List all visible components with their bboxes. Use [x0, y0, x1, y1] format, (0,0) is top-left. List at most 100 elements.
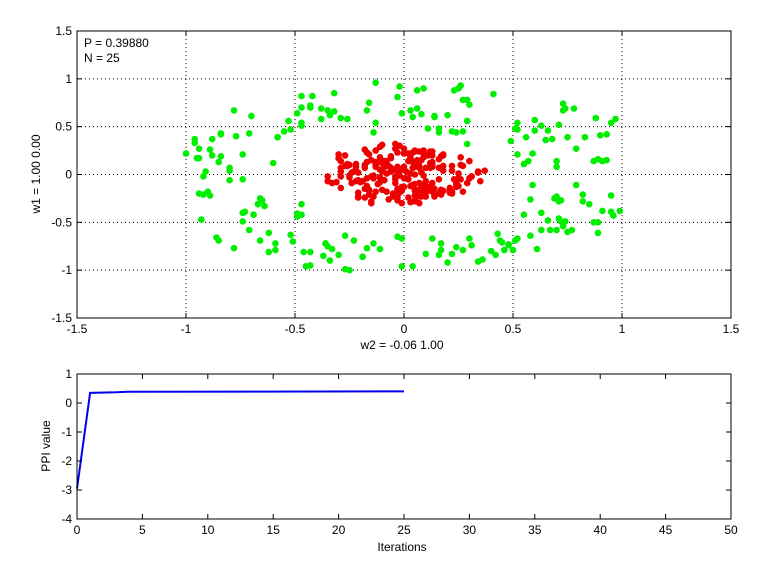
outer-ring-point: [435, 125, 443, 132]
inner-cluster-point: [477, 177, 484, 185]
scatter-xtick-label: 1: [619, 322, 626, 336]
inner-cluster-point: [383, 188, 390, 195]
inner-cluster-point: [365, 151, 373, 158]
inner-cluster-point: [405, 194, 412, 201]
line-xtick-label: 10: [201, 523, 215, 537]
outer-ring-point: [298, 200, 305, 208]
inner-cluster-point: [422, 164, 430, 172]
inner-cluster-point: [446, 189, 454, 196]
outer-ring-point: [564, 228, 571, 236]
line-ytick-label: 0: [65, 396, 72, 410]
outer-ring-point: [527, 196, 534, 203]
scatter-plot: -1.5 -1 -0.5 0 0.5 1 1.5 -1.5 -1 -0.5 0 0.5 1 1.5 P =…: [29, 24, 740, 352]
outer-ring-point: [520, 211, 528, 218]
outer-ring-point: [298, 104, 305, 111]
ppi-value-line: [76, 390, 405, 489]
outer-ring-point: [429, 235, 436, 242]
inner-cluster-point: [402, 168, 410, 175]
outer-ring-point: [610, 212, 617, 219]
inner-cluster-point: [374, 180, 382, 188]
outer-ring-point: [398, 263, 406, 270]
outer-ring-point: [520, 160, 528, 168]
inner-cluster-point: [448, 167, 456, 174]
outer-ring-point: [230, 244, 238, 252]
outer-ring-point: [206, 192, 214, 199]
outer-ring-point: [280, 128, 288, 135]
outer-ring-point: [533, 245, 541, 253]
inner-cluster-point: [448, 162, 456, 170]
inner-cluster-point: [411, 186, 419, 194]
inner-cluster-point: [394, 149, 401, 156]
outer-ring-point: [527, 232, 534, 239]
outer-ring-point: [191, 135, 198, 143]
inner-cluster-point: [420, 184, 427, 192]
inner-cluster-point: [429, 158, 436, 166]
outer-ring-point: [215, 158, 222, 166]
inner-cluster-point: [422, 177, 430, 185]
inner-cluster-point: [466, 157, 473, 165]
outer-ring-point: [463, 117, 471, 125]
inner-cluster-point: [352, 160, 360, 168]
outer-ring-point: [206, 146, 214, 153]
outer-ring-point: [564, 133, 571, 141]
inner-cluster-point: [481, 167, 489, 174]
outer-ring-point: [298, 92, 305, 100]
inner-cluster-point: [435, 176, 443, 183]
inner-cluster-point: [429, 152, 436, 159]
inner-cluster-point: [400, 183, 408, 191]
outer-ring-point: [265, 229, 273, 237]
outer-ring-point: [553, 163, 560, 171]
outer-ring-point: [335, 251, 342, 259]
outer-ring-point: [511, 125, 519, 132]
outer-ring-point: [326, 257, 334, 264]
outer-ring-point: [287, 126, 294, 133]
inner-cluster-point: [407, 154, 414, 162]
inner-cluster-point: [376, 154, 384, 161]
outer-ring-point: [546, 226, 554, 234]
outer-ring-point: [548, 135, 556, 143]
outer-ring-point: [409, 113, 417, 121]
outer-ring-point: [324, 107, 332, 114]
outer-ring-point: [553, 226, 560, 234]
outer-ring-point: [435, 251, 443, 259]
outer-ring-point: [581, 133, 589, 141]
outer-ring-point: [453, 243, 460, 251]
inner-cluster-point: [324, 173, 332, 180]
inner-cluster-point: [337, 184, 345, 192]
outer-ring-point: [226, 176, 233, 184]
scatter-points: [182, 79, 624, 274]
inner-cluster-point: [372, 188, 380, 195]
outer-ring-point: [341, 232, 349, 239]
inner-cluster-point: [354, 169, 362, 176]
outer-ring-point: [398, 110, 406, 117]
outer-ring-point: [507, 137, 515, 145]
inner-cluster-point: [376, 174, 384, 181]
outer-ring-point: [418, 110, 425, 118]
ppi-line-layer: [76, 390, 405, 489]
outer-ring-point: [572, 145, 580, 152]
outer-ring-point: [459, 128, 467, 135]
scatter-xtick-label: 1.5: [723, 322, 740, 336]
outer-ring-point: [479, 256, 486, 263]
outer-ring-point: [553, 157, 560, 165]
annotation-p-value: P = 0.39880: [84, 36, 149, 50]
outer-ring-point: [616, 207, 624, 215]
outer-ring-point: [551, 195, 558, 202]
inner-cluster-point: [435, 155, 443, 163]
outer-ring-point: [372, 79, 380, 86]
outer-ring-point: [599, 207, 606, 215]
outer-ring-point: [250, 211, 257, 218]
line-xtick-label: 50: [724, 523, 738, 537]
outer-ring-point: [350, 237, 358, 244]
outer-ring-point: [492, 251, 499, 259]
outer-ring-point: [396, 83, 403, 90]
outer-ring-point: [274, 133, 281, 141]
outer-ring-point: [529, 150, 536, 157]
outer-ring-point: [341, 265, 349, 273]
outer-ring-point: [505, 241, 512, 248]
outer-ring-point: [317, 115, 325, 123]
outer-ring-point: [459, 246, 467, 254]
outer-ring-point: [496, 237, 504, 244]
annotation-n-value: N = 25: [84, 51, 120, 65]
outer-ring-point: [322, 240, 329, 247]
